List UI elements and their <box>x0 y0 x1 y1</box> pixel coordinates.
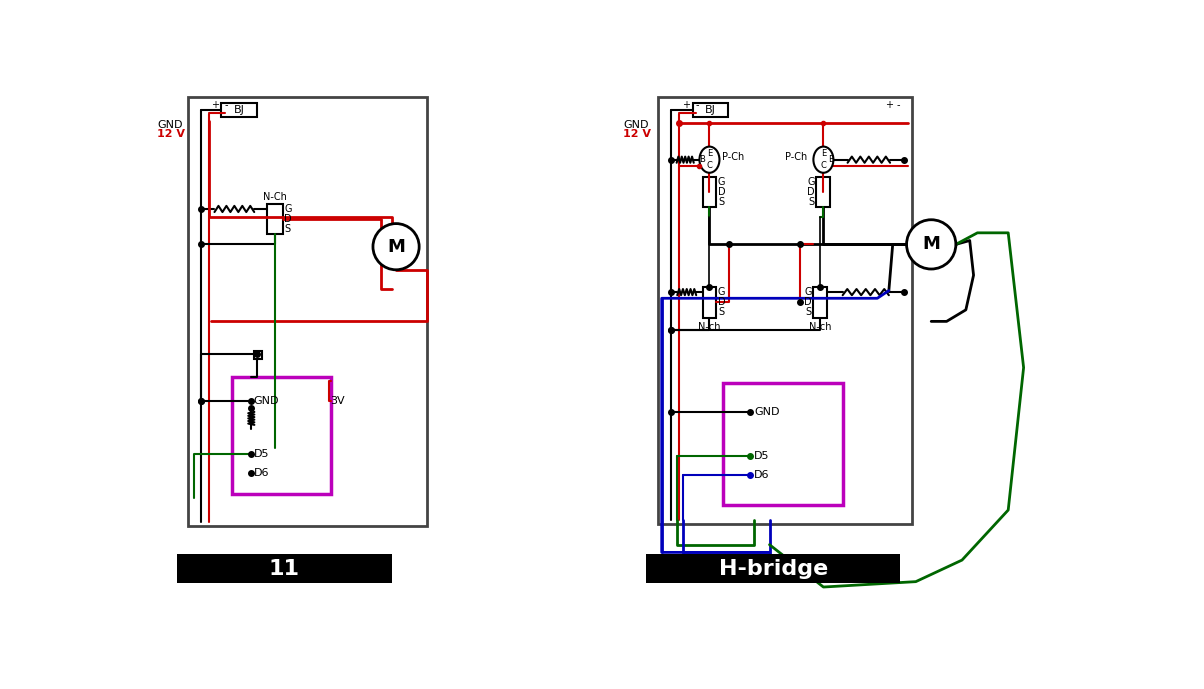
Text: N-ch: N-ch <box>698 322 721 332</box>
Text: N-ch: N-ch <box>809 322 832 332</box>
Text: D6: D6 <box>254 468 270 478</box>
Text: S: S <box>284 224 290 234</box>
Bar <box>692 103 728 116</box>
Text: G: G <box>718 287 726 297</box>
Ellipse shape <box>814 147 833 173</box>
Text: G: G <box>808 177 815 187</box>
Text: S: S <box>718 197 724 207</box>
Text: D: D <box>284 214 293 224</box>
Text: N-Ch: N-Ch <box>264 192 287 202</box>
Text: D: D <box>718 187 726 197</box>
Text: 12 V: 12 V <box>158 130 185 139</box>
Text: G: G <box>284 204 291 214</box>
Text: S: S <box>809 197 815 207</box>
Text: D: D <box>808 187 815 197</box>
Text: BJ: BJ <box>234 105 244 114</box>
Text: 3V: 3V <box>331 396 346 407</box>
Text: +: + <box>683 100 690 110</box>
Text: G: G <box>718 177 726 187</box>
Bar <box>814 287 827 318</box>
Text: D: D <box>718 297 726 307</box>
Text: H-bridge: H-bridge <box>719 559 828 579</box>
Text: G: G <box>804 287 811 297</box>
Text: GND: GND <box>754 407 780 418</box>
Text: S: S <box>718 307 724 318</box>
Bar <box>177 554 393 583</box>
Text: -: - <box>696 100 698 110</box>
Text: D5: D5 <box>254 449 270 459</box>
Text: GND: GND <box>158 120 183 130</box>
Text: S: S <box>805 307 811 318</box>
Bar <box>657 96 911 524</box>
Bar <box>222 103 256 116</box>
Bar <box>724 383 843 504</box>
Text: P-Ch: P-Ch <box>785 152 807 162</box>
Circle shape <box>907 220 956 269</box>
Text: E: E <box>707 150 712 158</box>
Text: BJ: BJ <box>704 105 715 114</box>
Text: B: B <box>828 155 834 164</box>
Bar <box>702 287 716 318</box>
Text: GND: GND <box>624 120 649 130</box>
Bar <box>647 554 901 583</box>
Text: B: B <box>698 155 704 164</box>
Text: E: E <box>821 150 826 158</box>
Text: M: M <box>922 236 940 254</box>
Text: D5: D5 <box>754 451 769 461</box>
Bar <box>188 96 427 526</box>
Text: GND: GND <box>254 396 279 407</box>
Text: -: - <box>896 100 899 110</box>
Bar <box>816 176 831 207</box>
Text: D: D <box>804 297 811 307</box>
Text: 11: 11 <box>268 559 300 579</box>
Circle shape <box>373 224 419 270</box>
Bar <box>254 351 262 359</box>
Text: M: M <box>388 238 405 256</box>
Bar <box>267 205 283 234</box>
Text: +: + <box>885 100 893 110</box>
Text: 12 V: 12 V <box>624 130 651 139</box>
Text: P-Ch: P-Ch <box>721 152 744 162</box>
Bar <box>232 377 331 494</box>
Bar <box>702 176 716 207</box>
Text: C: C <box>820 161 826 170</box>
Text: -: - <box>224 100 228 110</box>
Text: C: C <box>707 161 713 170</box>
Ellipse shape <box>700 147 720 173</box>
Text: D6: D6 <box>754 471 769 480</box>
Text: +: + <box>211 100 219 110</box>
